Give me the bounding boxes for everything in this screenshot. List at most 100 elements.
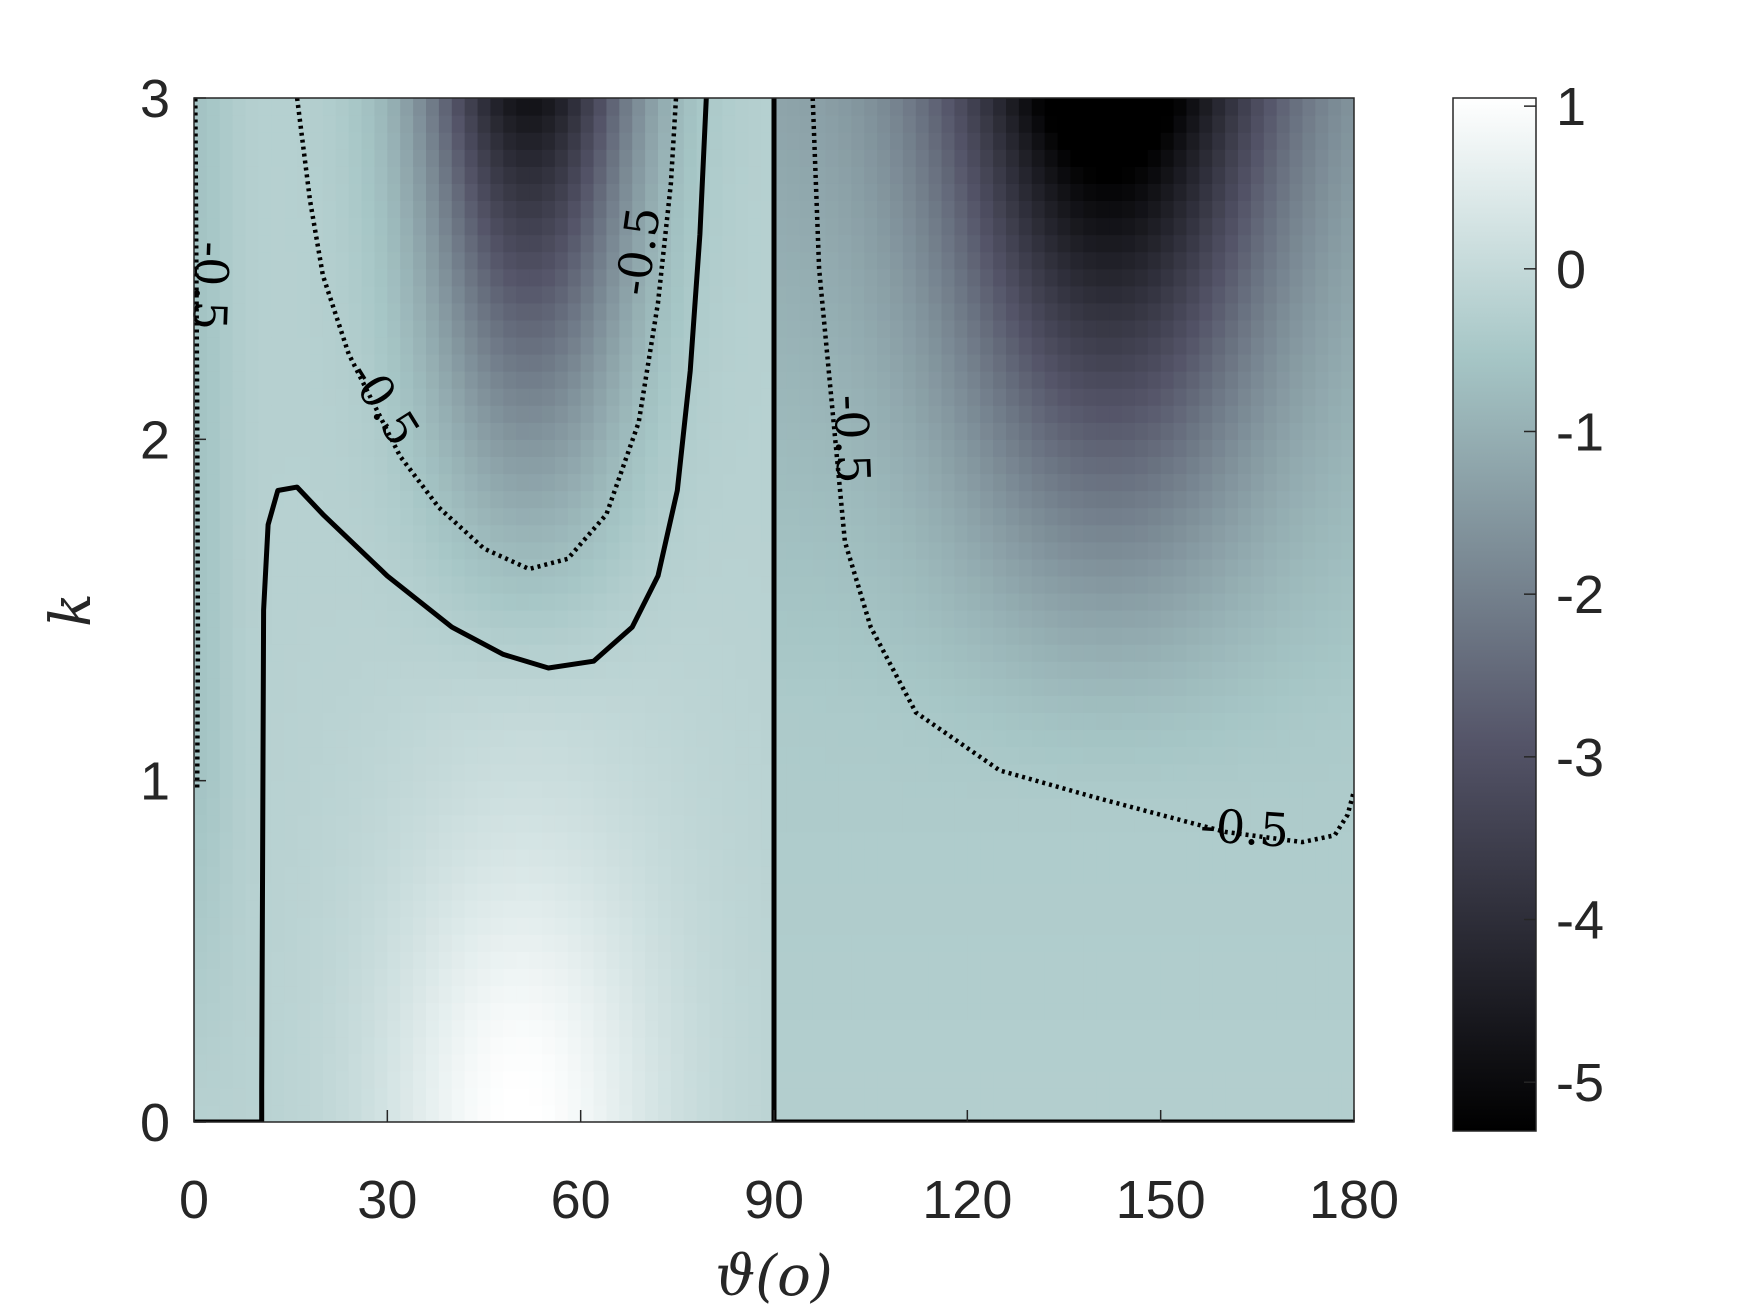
- heatmap-cell: [915, 712, 930, 731]
- heatmap-cell: [297, 439, 311, 457]
- heatmap-cell: [567, 934, 582, 952]
- heatmap-cell: [542, 848, 556, 867]
- heatmap-cell: [1134, 729, 1149, 748]
- heatmap-cell: [1134, 1036, 1149, 1055]
- heatmap-cell: [477, 98, 492, 116]
- heatmap-cell: [284, 695, 298, 713]
- heatmap-cell: [516, 200, 530, 219]
- heatmap-cell: [310, 183, 324, 201]
- heatmap-cell: [232, 1053, 247, 1072]
- heatmap-cell: [387, 678, 401, 696]
- heatmap-cell: [1238, 729, 1252, 748]
- heatmap-cell: [696, 627, 711, 645]
- heatmap-cell: [206, 302, 221, 321]
- heatmap-cell: [1018, 1053, 1033, 1072]
- heatmap-cell: [374, 268, 388, 287]
- heatmap-cell: [258, 166, 272, 184]
- heatmap-cell: [490, 166, 504, 184]
- heatmap-cell: [954, 627, 968, 645]
- heatmap-cell: [670, 336, 685, 355]
- heatmap-cell: [387, 831, 401, 850]
- heatmap-cell: [606, 1070, 620, 1089]
- heatmap-cell: [232, 541, 247, 560]
- heatmap-cell: [1044, 388, 1059, 406]
- heatmap-cell: [490, 388, 504, 406]
- heatmap-cell: [915, 524, 930, 543]
- heatmap-cell: [503, 592, 517, 611]
- heatmap-cell: [1018, 183, 1033, 201]
- heatmap-cell: [1109, 883, 1123, 901]
- heatmap-cell: [812, 1070, 827, 1089]
- heatmap-cell: [902, 866, 917, 884]
- heatmap-cell: [812, 814, 827, 833]
- heatmap-cell: [335, 132, 350, 150]
- heatmap-cell: [348, 661, 363, 679]
- heatmap-cell: [310, 473, 324, 492]
- heatmap-cell: [1109, 866, 1123, 884]
- heatmap-cell: [554, 507, 569, 526]
- heatmap-cell: [529, 132, 543, 150]
- heatmap-cell: [980, 729, 994, 748]
- heatmap-cell: [1225, 695, 1239, 713]
- heatmap-cell: [890, 951, 904, 969]
- heatmap-cell: [709, 814, 724, 833]
- heatmap-cell: [1134, 883, 1149, 901]
- heatmap-cell: [310, 456, 324, 475]
- heatmap-cell: [1057, 166, 1072, 184]
- heatmap-cell: [490, 98, 504, 116]
- heatmap-cell: [1006, 422, 1020, 440]
- heatmap-cell: [322, 627, 337, 645]
- heatmap-cell: [387, 456, 401, 475]
- heatmap-cell: [735, 968, 749, 987]
- heatmap-cell: [1057, 251, 1072, 270]
- heatmap-cell: [232, 149, 247, 167]
- heatmap-cell: [838, 558, 852, 577]
- heatmap-cell: [915, 934, 930, 952]
- heatmap-cell: [297, 251, 311, 270]
- heatmap-cell: [825, 1070, 840, 1089]
- heatmap-cell: [1238, 985, 1252, 1004]
- heatmap-cell: [632, 797, 646, 816]
- heatmap-cell: [902, 217, 917, 236]
- heatmap-cell: [1057, 183, 1072, 201]
- heatmap-cell: [1134, 695, 1149, 713]
- heatmap-cell: [709, 661, 724, 679]
- heatmap-cell: [967, 524, 981, 543]
- heatmap-cell: [348, 780, 363, 799]
- heatmap-cell: [348, 729, 363, 748]
- heatmap-cell: [322, 814, 337, 833]
- heatmap-cell: [1044, 183, 1059, 201]
- heatmap-cell: [735, 285, 749, 304]
- heatmap-cell: [1250, 883, 1265, 901]
- heatmap-cell: [1096, 1019, 1110, 1038]
- heatmap-cell: [941, 268, 956, 287]
- heatmap-cell: [683, 814, 698, 833]
- heatmap-cell: [748, 746, 762, 765]
- heatmap-cell: [761, 610, 775, 628]
- heatmap-cell: [683, 1002, 698, 1021]
- heatmap-cell: [774, 251, 788, 270]
- heatmap-cell: [683, 166, 698, 184]
- heatmap-cell: [245, 132, 260, 150]
- heatmap-cell: [503, 1104, 517, 1122]
- heatmap-cell: [464, 217, 479, 236]
- heatmap-cell: [284, 1087, 298, 1106]
- heatmap-cell: [477, 558, 492, 577]
- heatmap-cell: [606, 968, 620, 987]
- heatmap-cell: [1057, 968, 1072, 987]
- heatmap-cell: [361, 354, 376, 372]
- heatmap-cell: [619, 610, 633, 628]
- heatmap-cell: [722, 678, 736, 696]
- heatmap-cell: [1199, 166, 1213, 184]
- heatmap-cell: [400, 1104, 414, 1122]
- heatmap-cell: [1134, 132, 1149, 150]
- heatmap-cell: [735, 917, 749, 935]
- heatmap-cell: [1160, 644, 1175, 662]
- heatmap-cell: [322, 780, 337, 799]
- heatmap-cell: [1250, 115, 1265, 133]
- heatmap-cell: [980, 951, 994, 969]
- heatmap-cell: [1083, 558, 1097, 577]
- heatmap-cell: [1057, 422, 1072, 440]
- heatmap-cell: [503, 388, 517, 406]
- heatmap-cell: [232, 217, 247, 236]
